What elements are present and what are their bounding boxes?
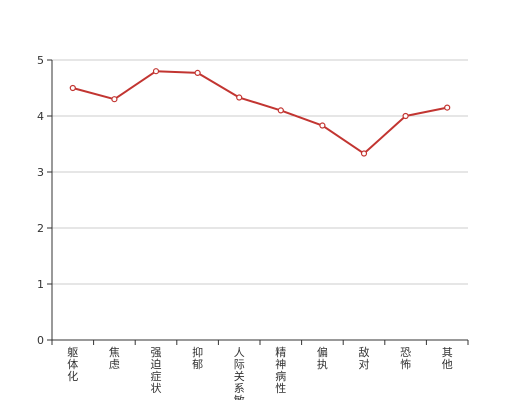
y-tick-label: 5 xyxy=(37,54,44,67)
grid-lines xyxy=(52,59,468,285)
y-tick-label: 4 xyxy=(37,110,44,123)
x-tick-label: 其他 xyxy=(442,346,453,371)
series-line xyxy=(71,70,449,155)
x-tick-label: 敌对 xyxy=(359,345,370,371)
y-tick-label: 1 xyxy=(37,278,44,291)
x-tick-label: 躯体化 xyxy=(67,346,78,383)
x-tick-label: 人际关系敏感 xyxy=(234,346,245,400)
y-tick-label: 2 xyxy=(37,222,44,235)
data-point xyxy=(69,84,76,92)
data-point xyxy=(319,122,326,129)
data-point xyxy=(444,104,451,111)
data-point xyxy=(152,68,160,75)
x-tick-label: 强迫症状 xyxy=(151,346,162,395)
x-tick-label: 抑郁 xyxy=(192,345,203,371)
x-tick-label: 偏执 xyxy=(317,345,328,371)
data-point xyxy=(360,150,368,157)
x-tick-labels: 躯体化 焦虑 强迫症状 抑郁 人际关系敏感 精神病性 偏执 敌对 恐怖 其他 xyxy=(67,345,452,400)
y-tick-label: 3 xyxy=(37,166,44,179)
x-tick-label: 恐怖 xyxy=(400,346,411,371)
axes xyxy=(47,59,469,345)
x-tick-label: 焦虑 xyxy=(109,346,120,371)
y-tick-label: 0 xyxy=(37,334,44,347)
series xyxy=(69,68,451,157)
data-point xyxy=(194,69,201,76)
y-tick-labels: 0 1 2 3 4 5 xyxy=(37,54,44,347)
data-point xyxy=(277,107,284,114)
x-tick-label: 精神病性 xyxy=(275,346,286,395)
data-point xyxy=(236,94,243,101)
data-point xyxy=(402,112,409,120)
data-point xyxy=(111,96,118,103)
